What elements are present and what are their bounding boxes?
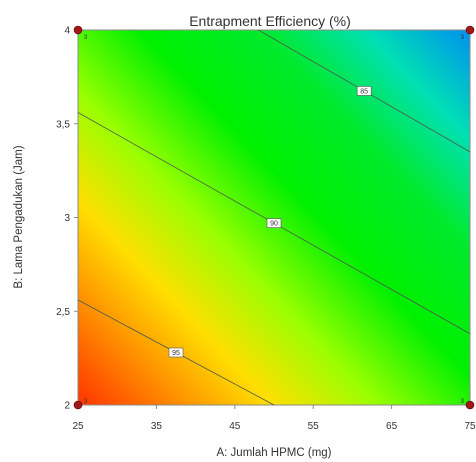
x-axis-label: A: Jumlah HPMC (mg) xyxy=(216,447,331,459)
contour-label-90: 90 xyxy=(270,221,278,228)
design-points: 3 3 3 3 xyxy=(73,25,475,410)
x-tick-label: 65 xyxy=(386,421,398,432)
x-tick-label: 35 xyxy=(151,421,163,432)
chart-title: Entrapment Efficiency (%) xyxy=(189,13,351,29)
contour-label-box xyxy=(266,218,282,228)
contour-label-85: 85 xyxy=(360,88,368,95)
y-tick-label: 2 xyxy=(64,401,70,412)
design-point xyxy=(73,400,83,410)
x-tick-label: 25 xyxy=(72,421,84,432)
design-point-count: 3 xyxy=(84,35,88,41)
y-tick-label: 4 xyxy=(64,26,70,37)
contour-label-95: 95 xyxy=(172,350,180,357)
y-axis: 2 2,5 3 3,5 4 xyxy=(56,26,78,412)
response-surface xyxy=(78,30,470,405)
design-point xyxy=(465,400,475,410)
contour-lines: 95 90 85 xyxy=(77,29,471,406)
y-tick-label: 3 xyxy=(64,213,70,224)
x-tick-label: 55 xyxy=(308,421,320,432)
design-point-count: 3 xyxy=(461,35,465,41)
y-tick-label: 3,5 xyxy=(56,119,70,130)
design-point-count: 3 xyxy=(84,399,88,405)
x-axis: 25 35 45 55 65 75 xyxy=(72,405,476,432)
design-point xyxy=(465,25,475,35)
contour-label-box xyxy=(356,86,372,96)
design-point xyxy=(73,25,83,35)
contour-label-box xyxy=(168,347,184,358)
x-tick-label: 75 xyxy=(464,421,476,432)
y-tick-label: 2,5 xyxy=(56,307,70,318)
x-tick-label: 45 xyxy=(229,421,241,432)
y-axis-label: B: Lama Pengadukan (Jam) xyxy=(13,145,25,288)
design-point-count: 3 xyxy=(461,399,465,405)
